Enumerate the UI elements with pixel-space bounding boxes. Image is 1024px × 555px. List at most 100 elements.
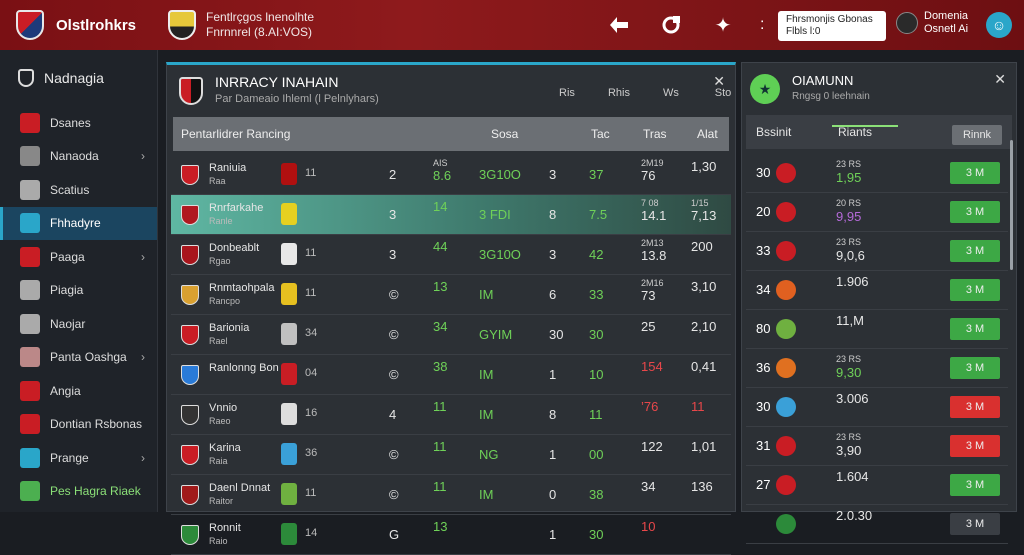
- rank-button[interactable]: 3 M: [950, 474, 1000, 496]
- row-sub: Ranle: [209, 216, 233, 226]
- list-item[interactable]: 80 11,M 3 M: [746, 309, 1008, 349]
- table-row[interactable]: Rnrfarkahe Ranle 3 14 3 FDI 8 7.5 7 08 14.1 1/15 7…: [171, 195, 731, 235]
- col-rhis[interactable]: Rhis: [607, 87, 630, 99]
- rank-button[interactable]: 3 M: [950, 201, 1000, 223]
- sidebar-item-12[interactable]: Pes Hagra Riaek: [0, 475, 157, 509]
- rank-button[interactable]: 3 M: [950, 513, 1000, 535]
- table-row[interactable]: Rnmtaohpala Rancpo 11 © 13 IM 6 33 2M16 73 3,10: [171, 275, 731, 315]
- ball-icon: [776, 319, 796, 339]
- row-a: ©: [389, 447, 399, 462]
- close-icon[interactable]: ✕: [713, 73, 725, 89]
- row-g: 200: [691, 239, 713, 254]
- rank-button[interactable]: 3 M: [950, 240, 1000, 262]
- refresh-icon[interactable]: [656, 10, 686, 40]
- rank-button[interactable]: 3 M: [950, 162, 1000, 184]
- more-icon[interactable]: :: [760, 16, 765, 33]
- sidebar-item-11[interactable]: Prange ›: [0, 441, 157, 475]
- ball-icon: [776, 202, 796, 222]
- chevron-right-icon[interactable]: ›: [141, 149, 145, 164]
- row-kit-num: 04: [305, 367, 318, 379]
- row-name: Rnmtaohpala: [209, 282, 275, 294]
- th-c4[interactable]: Alat: [697, 127, 718, 141]
- rank-button[interactable]: 3 M: [950, 396, 1000, 418]
- sidebar-item-4[interactable]: Fhhadyre: [0, 206, 157, 240]
- row-c: 3G10O: [479, 247, 521, 262]
- row-b: 11: [433, 439, 447, 454]
- notification-popup[interactable]: Fhrsmonjis Gbonas Flbls l:0: [778, 11, 886, 41]
- th-c3[interactable]: Tras: [643, 127, 667, 141]
- col-ris[interactable]: Ris: [559, 87, 575, 99]
- sidebar-item-5[interactable]: Paaga ›: [0, 240, 157, 274]
- table-row[interactable]: Vnnio Raeo 16 4 11 IM 8 11 ’76 11: [171, 395, 731, 435]
- table-row[interactable]: Karina Raia 36 © 11 NG 1 00 122 1,01: [171, 435, 731, 475]
- scrollbar[interactable]: [1010, 140, 1013, 270]
- th-c2[interactable]: Tac: [591, 127, 610, 141]
- list-item[interactable]: 31 23 RS 3,90 3 M: [746, 426, 1008, 466]
- row-kit-num: 16: [305, 407, 318, 419]
- avatar: [896, 12, 918, 34]
- sidebar-item-3[interactable]: Scatius: [0, 173, 157, 207]
- team-badge-icon: [181, 525, 199, 545]
- col-ws[interactable]: Ws: [663, 87, 679, 99]
- team-badge-icon: [181, 365, 199, 385]
- list-item[interactable]: 20 20 RS 9,95 3 M: [746, 192, 1008, 232]
- header-columns: Ris Rhis Ws Sto: [541, 87, 749, 99]
- sidebar-item-6[interactable]: Piagia: [0, 274, 157, 308]
- table-row[interactable]: Barionia Rael 34 © 34 GYIM 30 30 25 2,10: [171, 315, 731, 355]
- shield-icon: [20, 447, 40, 468]
- ball-icon: [776, 475, 796, 495]
- club-info[interactable]: Fentlrçgos lnenolhte Fnrnnrel (8.AI:VOS): [168, 10, 314, 40]
- col-sto[interactable]: Sto: [714, 87, 732, 99]
- sidebar-item-2[interactable]: Nanaoda ›: [0, 140, 157, 174]
- close-icon[interactable]: ✕: [994, 71, 1006, 87]
- table-row[interactable]: Ranlonng Bon 04 © 38 IM 1 10 154 0,41: [171, 355, 731, 395]
- sidebar-item-7[interactable]: Naojar: [0, 307, 157, 341]
- row-c: IM: [479, 367, 494, 382]
- list-item[interactable]: 30 3.006 3 M: [746, 387, 1008, 427]
- rank-button[interactable]: 3 M: [950, 279, 1000, 301]
- chevron-right-icon[interactable]: ›: [141, 350, 145, 365]
- row-number: 33: [756, 243, 771, 258]
- brand[interactable]: Olstlrohkrs: [0, 0, 160, 50]
- sidebar-header[interactable]: Nadnagia: [0, 50, 157, 106]
- list-item[interactable]: 30 23 RS 1,95 3 M: [746, 153, 1008, 193]
- back-arrow-icon[interactable]: [604, 10, 634, 40]
- row-g: 7,13: [691, 208, 717, 223]
- person-icon[interactable]: ☺: [986, 12, 1012, 38]
- table-row[interactable]: Raniuia Raa 11 2 AIS 8.6 3G10O 3 37 2M19 76 1,30: [171, 155, 731, 195]
- panel-subtitle: Par Dameaio Ihleml (l Pelnlyhars): [215, 93, 379, 105]
- table-row[interactable]: Ronnit Raio 14 G 13 1 30 10: [171, 515, 731, 555]
- row-number: 20: [756, 204, 771, 219]
- row-b: 11: [433, 479, 447, 494]
- th-name[interactable]: Pentarlidrer Rancing: [181, 127, 291, 141]
- list-item[interactable]: 33 23 RS 9,0,6 3 M: [746, 231, 1008, 271]
- right-title: OIAMUNN: [792, 73, 854, 88]
- sidebar-item-1[interactable]: Dsanes: [0, 106, 157, 140]
- list-item[interactable]: 2.0.30 3 M: [746, 504, 1008, 544]
- tab-bssinit[interactable]: Bssinit: [756, 125, 792, 139]
- table-header: Pentarlidrer Rancing Sosa Tac Tras Alat: [173, 117, 729, 151]
- chevron-right-icon[interactable]: ›: [141, 450, 145, 465]
- table-row[interactable]: Daenl Dnnat Raitor 11 © 11 IM 0 38 34 136: [171, 475, 731, 515]
- rank-button[interactable]: 3 M: [950, 357, 1000, 379]
- sidebar-item-10[interactable]: Dontian Rsbonas: [0, 408, 157, 442]
- star-icon[interactable]: ✦: [714, 14, 732, 37]
- tools-icon: [20, 347, 40, 368]
- list-item[interactable]: 27 1.604 3 M: [746, 465, 1008, 505]
- row-a: 4: [389, 407, 397, 422]
- list-item[interactable]: 36 23 RS 9,30 3 M: [746, 348, 1008, 388]
- club-crest-icon: [16, 10, 44, 40]
- rank-button[interactable]: 3 M: [950, 435, 1000, 457]
- th-c1[interactable]: Sosa: [491, 127, 519, 141]
- table-row[interactable]: Donbeablt Rgao 11 3 44 3G10O 3 42 2M13 13.8 200: [171, 235, 731, 275]
- tab-riants[interactable]: Riants: [838, 125, 873, 139]
- profile[interactable]: Domenia Osnetl Ai: [896, 10, 968, 36]
- sidebar-item-8[interactable]: Panta Oashga ›: [0, 341, 157, 375]
- rank-button[interactable]: 3 M: [950, 318, 1000, 340]
- sidebar-item-9[interactable]: Angia: [0, 374, 157, 408]
- team-badge-icon: [181, 405, 199, 425]
- list-item[interactable]: 34 1.906 3 M: [746, 270, 1008, 310]
- chevron-right-icon[interactable]: ›: [141, 249, 145, 264]
- row-name: Raniuia: [209, 162, 247, 174]
- rank-header-button[interactable]: Rinnk: [952, 125, 1002, 145]
